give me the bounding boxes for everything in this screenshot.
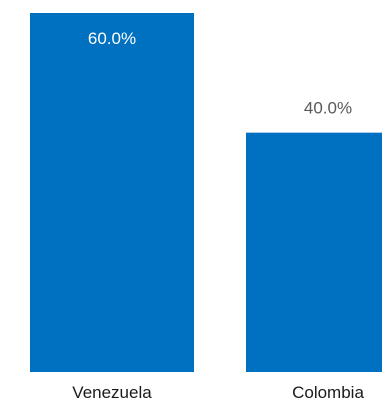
category-label-venezuela: Venezuela xyxy=(72,383,152,402)
data-label-colombia: 40.0% xyxy=(304,99,352,118)
data-labels-group: 60.0% 40.0% xyxy=(88,29,352,118)
bar-venezuela xyxy=(30,13,194,372)
data-label-venezuela: 60.0% xyxy=(88,29,136,48)
bar-colombia xyxy=(246,132,382,372)
category-label-colombia: Colombia xyxy=(292,383,364,402)
bars-group xyxy=(30,13,382,372)
category-labels-group: Venezuela Colombia xyxy=(72,383,364,402)
